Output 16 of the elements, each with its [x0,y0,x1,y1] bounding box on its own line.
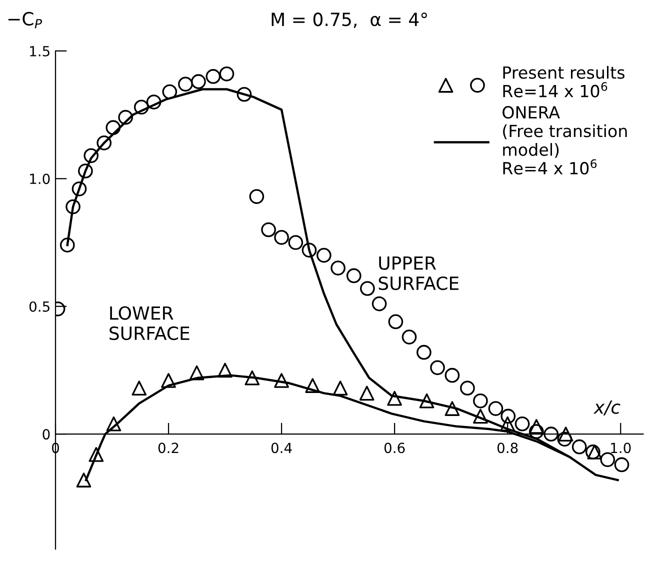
annotation: LOWER SURFACE [110,306,190,340]
x-tick-label: 0.2 [158,442,178,454]
legend-label: Present results Re=14 x 10$^{6}$ [503,66,624,98]
y-tick-label: 1.0 [30,174,50,184]
x-tick-label: 0.4 [271,442,292,454]
x-axis-title: x/c [593,400,620,416]
x-tick-label: 0.6 [384,442,405,454]
y-tick-label: 1.5 [30,46,50,56]
x-tick-label: 0.8 [497,442,518,454]
y-axis-title: −C$_{P}$ [8,12,42,28]
x-tick-label: 1.0 [611,442,631,454]
annotation: UPPER SURFACE [378,256,458,290]
y-tick-label: 0 [42,429,50,440]
legend-label: ONERA (Free transition model) Re=4 x 10$^{6}$ [502,106,627,174]
chart-title: M = 0.75, α = 4° [272,12,427,28]
y-tick-label: 0.5 [29,301,50,312]
